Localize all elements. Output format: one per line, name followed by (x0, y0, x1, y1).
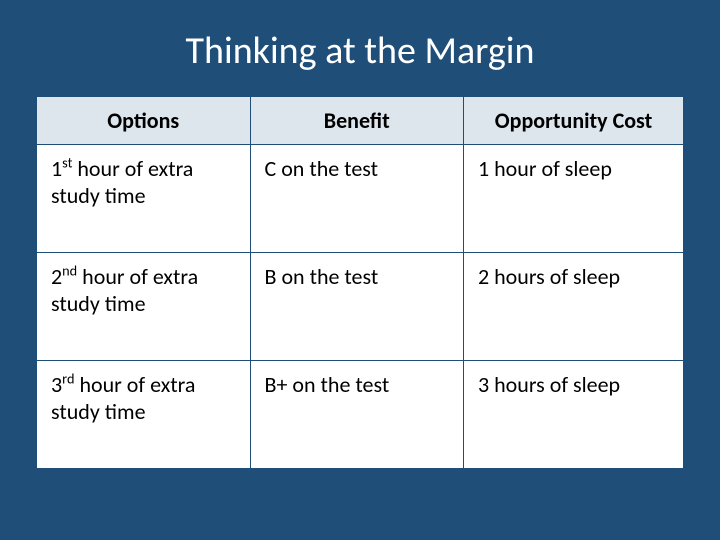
ordinal-number: 1 (51, 155, 62, 182)
ordinal-number: 3 (51, 371, 62, 398)
option-rest: hour of extra study time (51, 155, 193, 209)
table-row: 2nd hour of extra study time B on the te… (37, 253, 684, 361)
cell-benefit: C on the test (250, 145, 464, 253)
cell-cost: 2 hours of sleep (464, 253, 684, 361)
slide-title: Thinking at the Margin (36, 28, 684, 74)
col-header-options: Options (37, 97, 251, 145)
slide-container: Thinking at the Margin Options Benefit O… (0, 0, 720, 540)
table-header-row: Options Benefit Opportunity Cost (37, 97, 684, 145)
table-row: 3rd hour of extra study time B+ on the t… (37, 361, 684, 469)
cell-benefit: B+ on the test (250, 361, 464, 469)
cell-options: 2nd hour of extra study time (37, 253, 251, 361)
table-row: 1st hour of extra study time C on the te… (37, 145, 684, 253)
col-header-benefit: Benefit (250, 97, 464, 145)
cell-options: 3rd hour of extra study time (37, 361, 251, 469)
col-header-cost: Opportunity Cost (464, 97, 684, 145)
cell-cost: 1 hour of sleep (464, 145, 684, 253)
margin-table: Options Benefit Opportunity Cost 1st hou… (36, 96, 684, 469)
cell-options: 1st hour of extra study time (37, 145, 251, 253)
ordinal-suffix: rd (62, 370, 74, 388)
cell-cost: 3 hours of sleep (464, 361, 684, 469)
ordinal-suffix: st (62, 154, 72, 172)
cell-benefit: B on the test (250, 253, 464, 361)
ordinal-number: 2 (51, 263, 62, 290)
ordinal-suffix: nd (62, 262, 77, 280)
